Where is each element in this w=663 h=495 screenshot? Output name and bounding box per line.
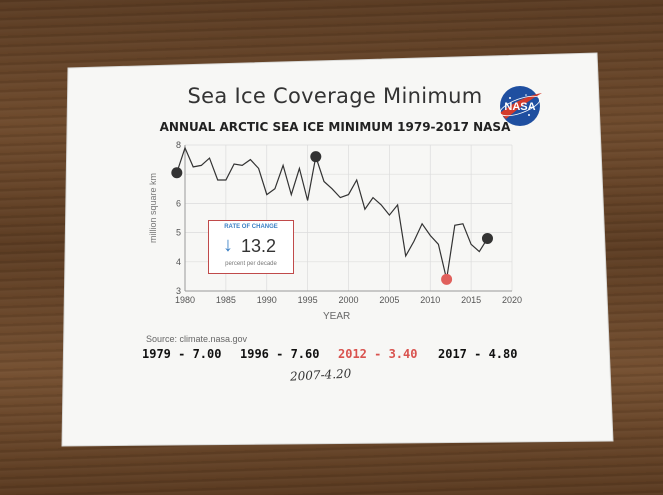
series-line [176, 146, 489, 280]
x-tick-label: 1990 [257, 295, 277, 305]
note-1996: 1996 - 7.60 [240, 347, 320, 361]
y-tick-label: 6 [176, 198, 181, 208]
x-tick-label: 2000 [338, 295, 358, 305]
rate-of-change-title: RATE OF CHANGE [224, 224, 278, 230]
source-credit: Source: climate.nasa.gov [146, 334, 248, 344]
x-tick-label: 2005 [379, 295, 399, 305]
paper-shape [61, 52, 614, 447]
y-tick-label: 8 [176, 140, 181, 150]
note-2017: 2017 - 4.80 [438, 347, 518, 361]
y-tick-label: 5 [176, 228, 181, 238]
x-tick-label: 1980 [175, 295, 195, 305]
chart-title: ANNUAL ARCTIC SEA ICE MINIMUM 1979-2017 … [159, 120, 511, 134]
chart-tick-labels: 1980 1985 1990 1995 2000 2005 2010 2015 2020 3 4 5 6… [175, 140, 522, 305]
x-tick-label: 1995 [298, 295, 318, 305]
nasa-logo: NASA [499, 86, 542, 126]
highlight-point-1996 [310, 151, 322, 163]
y-tick-label: 3 [176, 286, 181, 296]
rate-of-change-unit: percent per decade [225, 261, 277, 267]
rate-of-change-value: 13.2 [241, 236, 277, 256]
note-1979: 1979 - 7.00 [142, 347, 222, 361]
chart-highlight-points [171, 151, 493, 285]
note-2012: 2012 - 3.40 [338, 347, 418, 361]
y-tick-label: 4 [176, 257, 181, 267]
down-arrow-icon: ↓ [223, 234, 233, 256]
highlight-point-2017 [481, 232, 493, 244]
x-tick-label: 2020 [502, 295, 522, 305]
chart-series [176, 146, 489, 280]
x-tick-label: 2015 [461, 295, 481, 305]
rate-of-change-box: RATE OF CHANGE ↓ 13.2 percent per decade [208, 220, 294, 274]
highlight-point-1979 [171, 167, 183, 179]
chart-axes [184, 145, 512, 292]
y-axis-label: million square km [148, 172, 158, 244]
sheet-title: Sea Ice Coverage Minimum [187, 84, 483, 108]
highlight-point-2012 [441, 273, 453, 285]
x-tick-label: 2010 [420, 295, 440, 305]
x-axis-label: YEAR [323, 311, 351, 322]
x-tick-label: 1985 [216, 295, 236, 305]
